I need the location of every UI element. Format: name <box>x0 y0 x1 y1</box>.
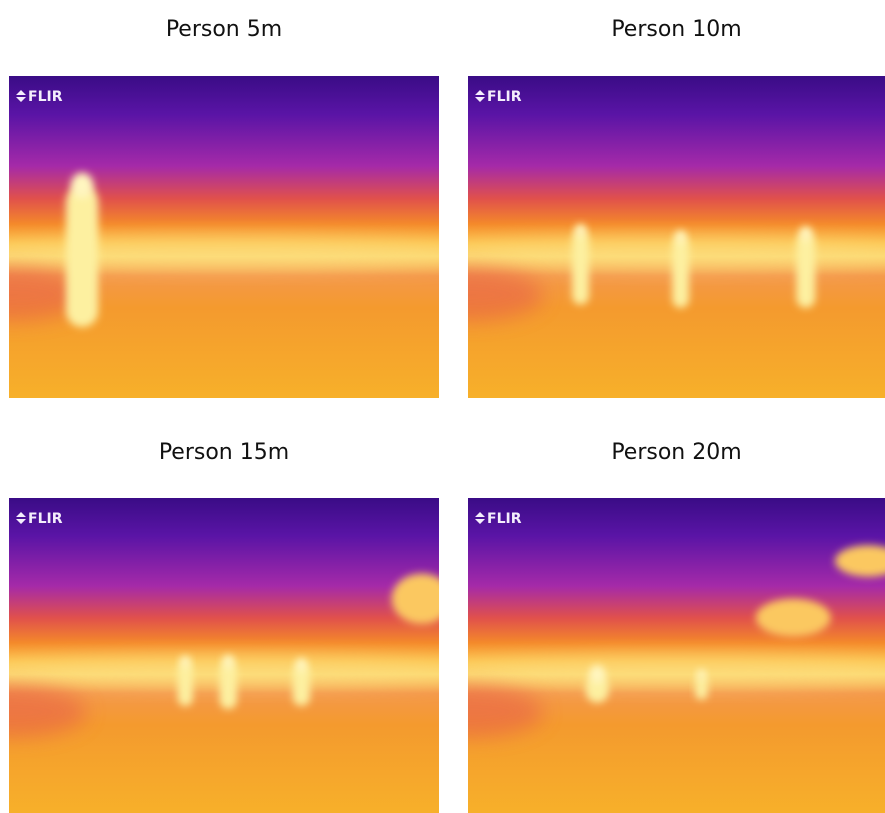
warm-figure-head <box>575 224 587 237</box>
thermal-image: FLIR <box>393 498 885 813</box>
caption: Person 15m <box>159 440 289 465</box>
warm-figure-head <box>180 656 191 668</box>
warm-figure <box>66 185 98 327</box>
caption: Person 5m <box>166 17 282 42</box>
thermal-image: FLIR <box>0 76 482 398</box>
thermal-image: FLIR <box>393 76 885 398</box>
logo: FLIR <box>487 511 522 527</box>
warm-figure <box>672 237 689 308</box>
panel: Person 5m FLIR <box>0 17 482 398</box>
warm-figure-head <box>71 173 94 199</box>
warm-figure <box>796 234 815 308</box>
logo: FLIR <box>28 89 63 105</box>
caption: Person 10m <box>611 17 741 42</box>
figure: Person 5m FLIR Person 10m FLIR Person 15m FLI… <box>0 0 885 813</box>
warm-figure-head <box>589 665 605 683</box>
warm-figure <box>572 231 589 305</box>
warm-figure-head <box>675 230 687 243</box>
warm-figure-head <box>222 655 234 669</box>
panel: Person 15m FLIR <box>0 440 482 813</box>
warm-figure <box>220 662 237 709</box>
panel: Person 10m FLIR <box>393 17 885 398</box>
warm-figure-head <box>697 669 706 679</box>
panel: Person 20m FLIR <box>393 440 885 813</box>
logo: FLIR <box>28 511 63 527</box>
warm-figure-head <box>799 226 812 241</box>
warm-cloud <box>756 599 831 637</box>
thermal-image: FLIR <box>0 498 482 813</box>
logo: FLIR <box>487 89 522 105</box>
warm-cloud <box>392 574 452 624</box>
warm-figure <box>178 662 193 706</box>
caption: Person 20m <box>611 440 741 465</box>
warm-figure-head <box>295 658 307 672</box>
